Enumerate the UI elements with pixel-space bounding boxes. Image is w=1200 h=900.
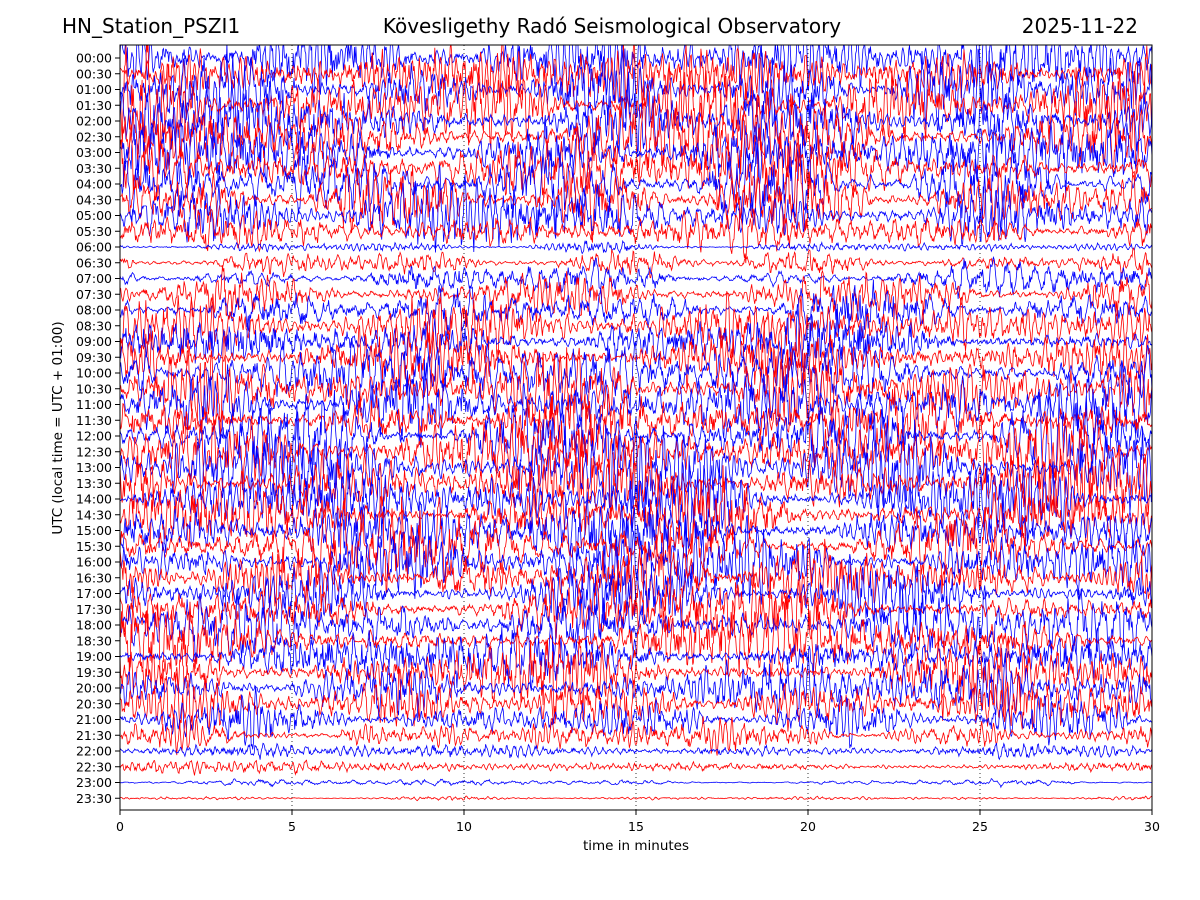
y-tick-label: 19:30 [76,665,112,680]
y-tick-label: 22:00 [76,744,112,759]
trace-1730 [120,564,1152,654]
y-tick-label: 20:30 [76,696,112,711]
y-tick-label: 11:00 [76,397,112,412]
y-tick-label: 04:30 [76,192,112,207]
x-tick-label: 30 [1144,819,1160,834]
trace-1330 [120,434,1152,536]
y-tick-label: 03:00 [76,145,112,160]
trace-0530 [120,207,1152,264]
y-tick-label: 07:00 [76,271,112,286]
x-tick-label: 10 [456,819,472,834]
trace-1700 [120,554,1152,631]
station-name: HN_Station_PSZI1 [62,14,241,38]
y-tick-label: 22:30 [76,759,112,774]
x-tick-label: 5 [288,819,296,834]
y-tick-label: 05:00 [76,208,112,223]
y-tick-label: 02:00 [76,114,112,129]
y-tick-label: 09:30 [76,350,112,365]
trace-0300 [120,106,1152,198]
y-tick-label: 23:00 [76,775,112,790]
y-tick-label: 08:30 [76,318,112,333]
trace-1200 [120,382,1152,492]
y-tick-label: 03:30 [76,161,112,176]
trace-0700 [120,256,1152,299]
y-tick-label: 14:00 [76,492,112,507]
trace-0630 [120,247,1152,279]
y-tick-label: 10:00 [76,366,112,381]
y-tick-label: 20:00 [76,681,112,696]
y-tick-label: 04:00 [76,177,112,192]
y-tick-label: 05:30 [76,224,112,239]
trace-2330 [120,795,1152,802]
y-tick-label: 21:30 [76,728,112,743]
y-tick-label: 18:00 [76,618,112,633]
y-tick-label: 00:00 [76,51,112,66]
y-tick-label: 02:30 [76,129,112,144]
y-tick-label: 19:00 [76,649,112,664]
chart-date: 2025-11-22 [1021,14,1138,38]
x-tick-label: 0 [116,819,124,834]
y-tick-label: 21:00 [76,712,112,727]
y-axis-title: UTC (local time = UTC + 01:00) [50,321,66,534]
x-axis: 0 5 10 15 20 25 30 [116,810,1160,834]
trace-2200 [120,742,1152,761]
y-tick-label: 10:30 [76,381,112,396]
trace-0600 [120,239,1152,255]
y-tick-label: 06:00 [76,240,112,255]
y-tick-label: 17:30 [76,602,112,617]
y-axis: 00:0000:3001:0001:3002:0002:3003:0003:30… [76,51,120,806]
trace-1030 [120,335,1152,436]
y-tick-label: 16:30 [76,570,112,585]
chart-title: Kövesligethy Radó Seismological Observat… [382,14,842,38]
y-tick-label: 15:30 [76,539,112,554]
trace-2100 [120,686,1152,750]
y-tick-label: 18:30 [76,633,112,648]
x-tick-label: 20 [800,819,816,834]
y-tick-label: 01:30 [76,98,112,113]
x-tick-label: 25 [972,819,988,834]
y-tick-label: 11:30 [76,413,112,428]
y-tick-label: 12:30 [76,444,112,459]
y-tick-label: 13:00 [76,460,112,475]
trace-2130 [120,713,1152,756]
y-tick-label: 14:30 [76,507,112,522]
y-tick-label: 12:00 [76,429,112,444]
y-tick-label: 09:00 [76,334,112,349]
y-tick-label: 01:00 [76,82,112,97]
y-tick-label: 13:30 [76,476,112,491]
trace-0330 [120,114,1152,213]
trace-0230 [120,91,1152,183]
y-tick-label: 06:30 [76,255,112,270]
y-tick-label: 00:30 [76,66,112,81]
y-tick-label: 15:00 [76,523,112,538]
x-axis-title: time in minutes [583,838,689,854]
trace-1600 [120,514,1152,605]
trace-0730 [120,265,1152,323]
y-tick-label: 08:00 [76,303,112,318]
x-tick-label: 15 [628,819,644,834]
y-tick-label: 23:30 [76,791,112,806]
trace-0830 [120,291,1152,365]
y-tick-label: 16:00 [76,555,112,570]
y-tick-label: 07:30 [76,287,112,302]
y-tick-label: 17:00 [76,586,112,601]
